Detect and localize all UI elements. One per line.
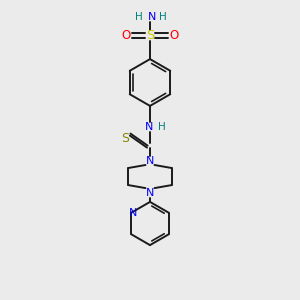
Text: N: N — [146, 188, 154, 198]
Text: H: H — [158, 122, 166, 132]
Text: N: N — [148, 11, 156, 22]
Text: S: S — [146, 29, 154, 42]
Text: O: O — [122, 29, 130, 42]
Text: N: N — [145, 122, 153, 132]
Text: O: O — [169, 29, 178, 42]
Text: N: N — [146, 155, 154, 166]
Text: H: H — [159, 11, 167, 22]
Text: S: S — [121, 131, 129, 145]
Text: H: H — [135, 11, 143, 22]
Text: N: N — [129, 208, 138, 218]
